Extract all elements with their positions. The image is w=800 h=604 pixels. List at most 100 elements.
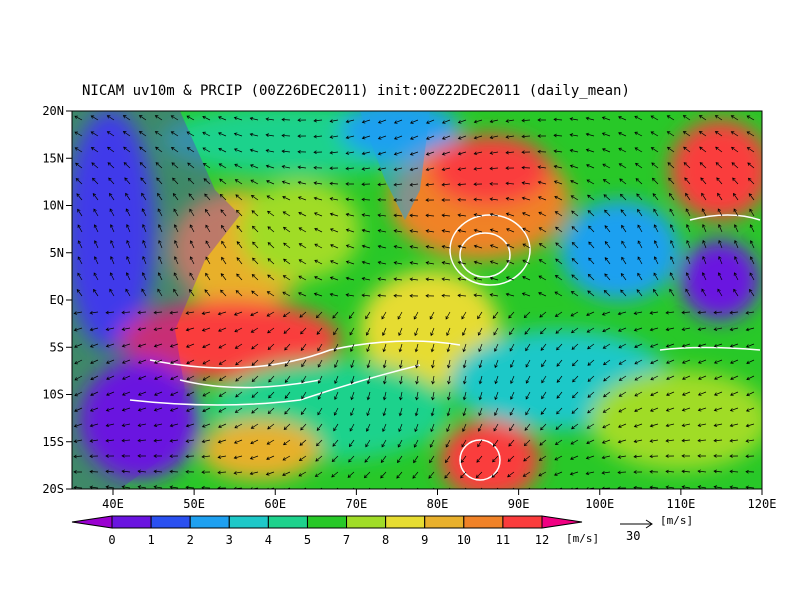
wind-arrow [665, 485, 675, 489]
wind-arrow [74, 407, 83, 412]
wind-arrow [396, 471, 403, 479]
wind-arrow [137, 343, 147, 348]
wind-arrow [521, 292, 531, 297]
colorbar-box [228, 515, 269, 529]
wind-arrow [634, 131, 643, 137]
wind-arrow [137, 407, 147, 412]
wind-arrow [350, 375, 355, 385]
wind-arrow [218, 407, 227, 413]
wind-arrow [330, 244, 339, 249]
wind-arrow [587, 273, 595, 281]
wind-arrow [492, 455, 499, 463]
wind-arrow [473, 151, 483, 156]
wind-arrow [282, 226, 291, 233]
wind-arrow [489, 293, 499, 297]
wind-arrow [185, 454, 195, 459]
wind-arrow [538, 211, 547, 217]
wind-arrow [603, 391, 611, 398]
wind-arrow [393, 135, 403, 140]
wind-arrow [714, 131, 723, 137]
wind-arrow [749, 224, 755, 233]
wind-arrow [333, 343, 339, 352]
wind-arrow [505, 150, 515, 155]
wind-arrow [489, 197, 499, 202]
wind-arrow [139, 162, 147, 169]
wind-arrow [570, 311, 579, 317]
wind-arrow [509, 359, 515, 368]
wind-arrow [266, 291, 275, 297]
wind-arrow [108, 177, 115, 185]
wind-arrow [473, 228, 483, 233]
wind-arrow [713, 407, 723, 412]
wind-arrow [301, 359, 307, 368]
wind-arrow [540, 327, 547, 335]
wind-arrow [173, 224, 179, 233]
wind-arrow [618, 163, 627, 169]
wind-arrow [299, 439, 307, 446]
wind-arrow [105, 343, 115, 348]
wind-arrow [74, 131, 83, 137]
wind-arrow [169, 310, 179, 315]
wind-arrow [110, 256, 115, 265]
wind-arrow [74, 375, 83, 381]
wind-arrow [730, 359, 739, 364]
wind-arrow [493, 423, 499, 432]
wind-arrow [637, 240, 643, 249]
wind-arrow [525, 343, 531, 352]
wind-arrow [602, 423, 611, 429]
wind-arrow [89, 423, 99, 428]
wind-arrow [345, 260, 355, 265]
wind-arrow [393, 277, 403, 282]
wind-arrow [202, 115, 211, 121]
wind-arrow [478, 407, 483, 417]
wind-arrow [571, 407, 579, 414]
wind-arrow [90, 391, 99, 397]
wind-arrow [556, 359, 563, 367]
wind-arrow [381, 439, 387, 448]
wind-arrow [429, 311, 435, 320]
wind-arrow [365, 327, 371, 336]
wind-arrow [393, 198, 403, 202]
wind-arrow [524, 327, 531, 335]
wind-arrow [457, 293, 467, 298]
wind-arrow [298, 292, 307, 297]
wind-arrow [604, 241, 611, 249]
wind-arrow [314, 259, 323, 265]
wind-arrow [683, 146, 691, 153]
wind-arrow [425, 119, 435, 124]
wind-arrow [251, 407, 259, 414]
wind-arrow [93, 224, 99, 233]
wind-arrow [441, 182, 451, 187]
wind-arrow [491, 471, 499, 478]
wind-arrow [282, 211, 291, 217]
wind-arrow [681, 327, 691, 331]
wind-arrow [348, 455, 355, 463]
wind-arrow [126, 255, 131, 265]
wind-arrow [157, 208, 163, 217]
wind-arrow [106, 115, 115, 121]
wind-arrow [398, 407, 403, 417]
wind-arrow [75, 178, 83, 185]
wind-arrow [572, 375, 579, 383]
wind-arrow [142, 224, 147, 233]
wind-arrow [665, 327, 675, 332]
wind-arrow [441, 244, 451, 249]
wind-arrow [267, 242, 275, 249]
lat-label: 10S [42, 388, 64, 402]
wind-arrow [316, 423, 323, 431]
wind-arrow [73, 470, 83, 474]
wind-arrow [685, 208, 691, 217]
wind-arrow [297, 165, 307, 170]
wind-arrow [317, 407, 323, 416]
wind-arrow [126, 239, 131, 249]
wind-arrow [186, 359, 195, 365]
wind-arrow [634, 115, 643, 121]
wind-arrow [413, 439, 419, 448]
wind-arrow [109, 272, 115, 281]
wind-arrow [569, 471, 579, 476]
wind-arrow [697, 423, 707, 428]
wind-arrow [185, 423, 195, 428]
wind-arrow [366, 343, 371, 353]
wind-arrow [297, 149, 307, 154]
